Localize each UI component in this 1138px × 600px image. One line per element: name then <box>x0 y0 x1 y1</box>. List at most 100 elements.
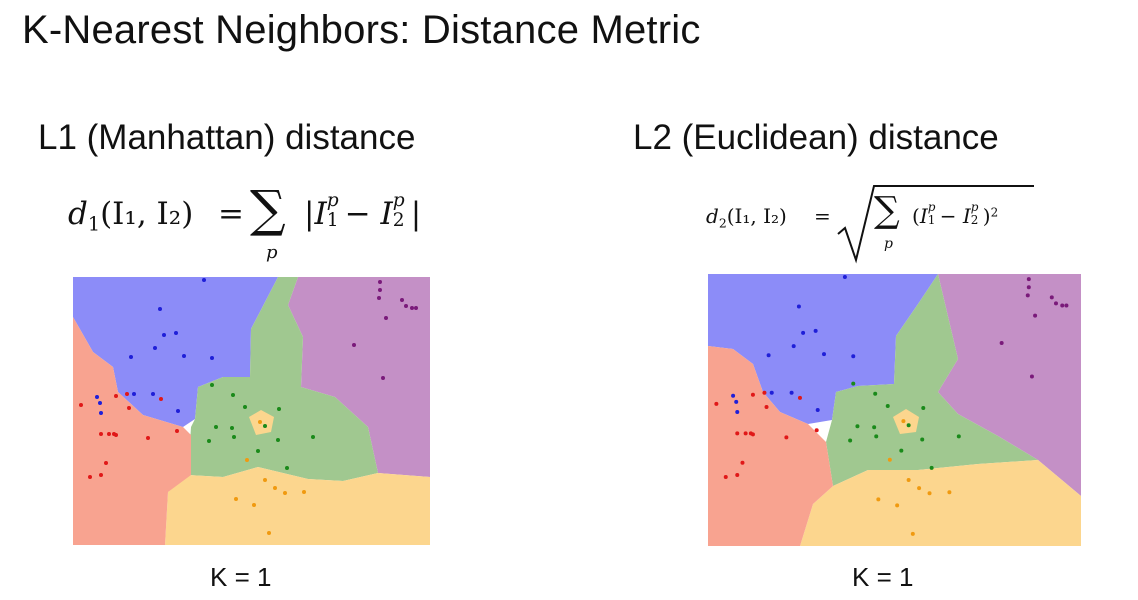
l1-green-point-12 <box>311 435 315 439</box>
l1-purple-point-7 <box>414 306 418 310</box>
l2-green-point-12 <box>956 434 961 439</box>
l2-green-point-4 <box>921 405 926 410</box>
l1-green-point-10 <box>207 439 211 443</box>
l1-purple-point-8 <box>384 316 388 320</box>
l2-blue-point-14 <box>734 399 739 404</box>
l2-region-purple <box>938 274 1081 496</box>
slide-title: K-Nearest Neighbors: Distance Metric <box>22 8 701 52</box>
l1-red-point-8 <box>107 432 111 436</box>
l1-green-point-2 <box>231 393 235 397</box>
l2-red-point-12 <box>740 460 745 465</box>
l2-green-point-13 <box>929 465 934 470</box>
l2-green-point-2 <box>873 391 878 396</box>
l2-orange-point-1 <box>901 419 906 424</box>
l1-blue-point-14 <box>98 401 102 405</box>
l1-region-orange <box>165 467 430 545</box>
l1-purple-point-2 <box>378 288 382 292</box>
l2-purple-point-6 <box>1060 303 1065 308</box>
l2-blue-point-4 <box>813 328 818 333</box>
l1-red-point-12 <box>104 461 108 465</box>
l1-green-point-6 <box>230 426 234 430</box>
l1-red-point-4 <box>127 406 131 410</box>
l1-blue-point-9 <box>132 392 136 396</box>
l1-orange-point-6 <box>302 490 306 494</box>
l1-orange-point-3 <box>263 478 267 482</box>
l2-green-point-6 <box>872 425 877 430</box>
l2-region-orange-pocket <box>893 409 919 434</box>
l1-orange-point-2 <box>245 458 249 462</box>
l1-orange-point-7 <box>252 503 256 507</box>
l1-sum-index: p <box>266 242 278 263</box>
l2-purple-point-3 <box>1025 293 1030 298</box>
l1-formula-lhs: d1(I₁, I₂) <box>68 196 194 236</box>
l2-k-label: K = 1 <box>852 562 914 592</box>
l1-blue-point-11 <box>95 395 99 399</box>
l1-orange-point-9 <box>267 531 271 535</box>
l2-orange-point-4 <box>927 491 932 496</box>
l2-decision-regions-plot <box>708 274 1081 546</box>
l2-red-point-2 <box>750 392 755 397</box>
l2-red-point-4 <box>764 404 769 409</box>
l2-red-point-14 <box>735 472 740 477</box>
l1-purple-point-4 <box>400 298 404 302</box>
l1-red-point-13 <box>88 475 92 479</box>
l2-orange-point-2 <box>887 457 892 462</box>
l2-red-point-13 <box>723 475 728 479</box>
l1-blue-point-3 <box>162 333 166 337</box>
l1-sum-symbol: ∑ <box>250 180 286 238</box>
l2-sum-index: p <box>884 236 893 252</box>
l2-orange-point-7 <box>895 503 900 508</box>
l1-green-point-13 <box>285 466 289 470</box>
l1-blue-point-6 <box>129 355 133 359</box>
l1-purple-point-10 <box>381 376 385 380</box>
l2-green-point-10 <box>848 438 853 443</box>
l2-orange-point-8 <box>876 497 881 502</box>
l1-red-point-11 <box>146 436 150 440</box>
l1-red-point-1 <box>79 403 83 407</box>
l1-blue-point-12 <box>176 409 180 413</box>
l1-blue-point-8 <box>210 356 214 360</box>
l2-blue-point-12 <box>815 408 820 413</box>
l2-green-point-3 <box>885 403 890 408</box>
l2-green-point-1 <box>851 381 856 386</box>
l1-blue-point-13 <box>99 411 103 415</box>
l1-green-point-3 <box>243 405 247 409</box>
l2-region-orange <box>800 460 1081 546</box>
l1-blue-point-4 <box>174 331 178 335</box>
l1-orange-point-8 <box>234 497 238 501</box>
l2-region-green <box>826 274 1038 486</box>
l1-green-point-11 <box>256 449 260 453</box>
l2-blue-point-1 <box>842 275 847 280</box>
l1-region-red <box>73 317 191 545</box>
l1-orange-point-1 <box>258 420 262 424</box>
l2-blue-point-5 <box>791 344 796 349</box>
l2-green-point-8 <box>906 423 911 428</box>
l2-purple-point-4 <box>1049 295 1054 300</box>
l2-purple-point-5 <box>1053 301 1058 306</box>
l1-red-point-10 <box>114 433 118 437</box>
l1-region-purple <box>288 277 430 477</box>
l2-green-point-9 <box>920 437 925 442</box>
l1-purple-point-9 <box>352 343 356 347</box>
l2-blue-point-2 <box>796 304 801 309</box>
l2-blue-point-6 <box>766 353 771 358</box>
l2-purple-point-8 <box>1033 313 1038 318</box>
l1-green-point-7 <box>232 435 236 439</box>
l1-orange-point-5 <box>273 486 277 490</box>
l2-orange-point-9 <box>910 531 915 536</box>
l2-green-point-5 <box>855 424 860 429</box>
l1-decision-regions-plot <box>73 277 430 545</box>
l2-heading: L2 (Euclidean) distance <box>633 118 999 157</box>
l2-formula-equals: = <box>814 204 831 228</box>
l1-formula-equals: = <box>218 196 244 232</box>
l2-red-point-3 <box>762 390 767 395</box>
l2-blue-point-8 <box>851 354 856 359</box>
l1-region-blue <box>73 277 278 427</box>
l1-red-point-2 <box>114 394 118 398</box>
l2-sum-symbol: ∑ <box>874 190 900 231</box>
l1-k-label: K = 1 <box>210 562 272 592</box>
l1-green-point-8 <box>263 424 267 428</box>
l2-red-point-7 <box>735 431 740 436</box>
